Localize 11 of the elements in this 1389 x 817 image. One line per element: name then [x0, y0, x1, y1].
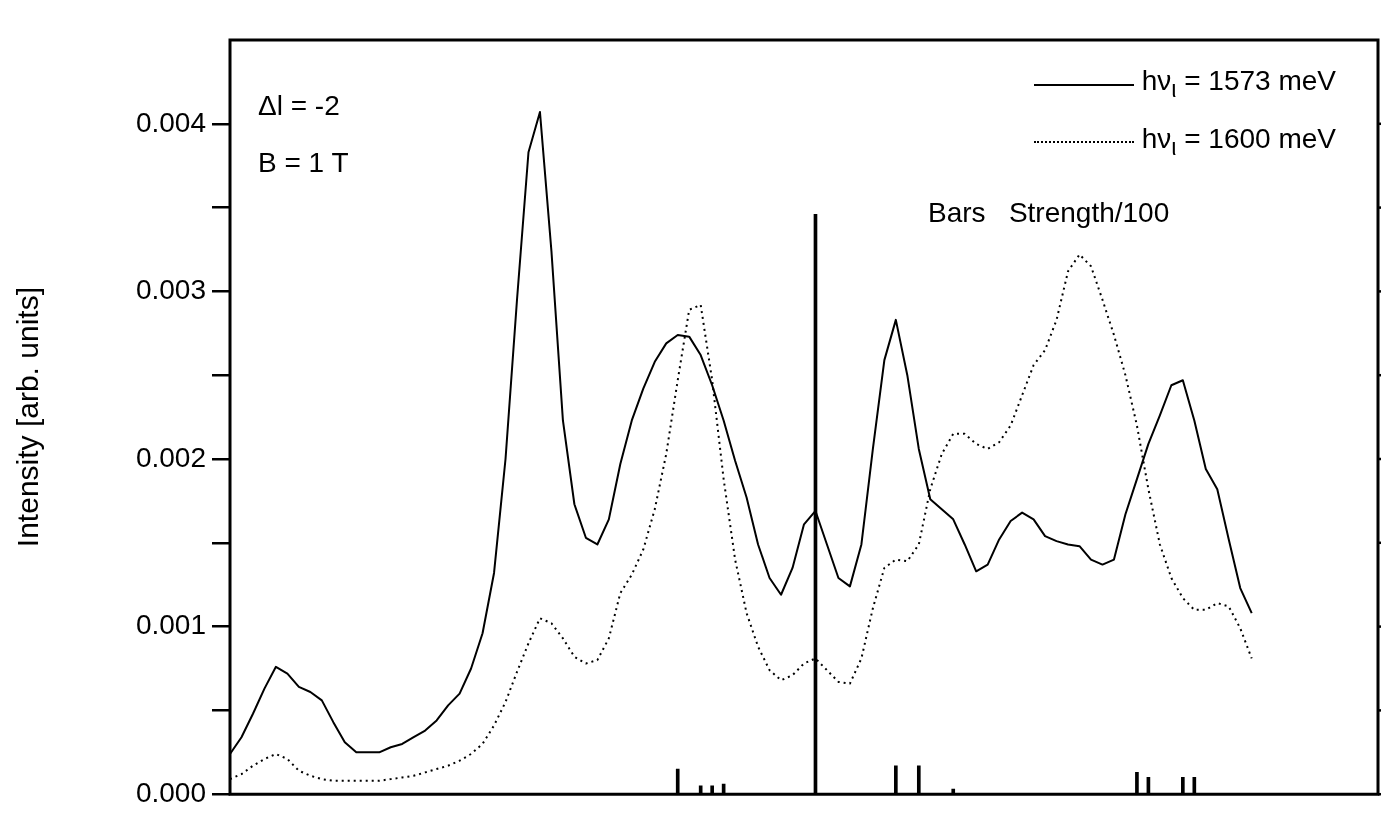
y-axis-title: Intensity [arb. units]	[11, 287, 45, 548]
y-tick-label: 0.001	[135, 609, 206, 641]
legend-label: hν$_{ι}$ = 1600 meV	[1141, 121, 1336, 162]
annotation: B = 1 T	[258, 147, 349, 178]
y-tick-label: 0.002	[135, 441, 206, 473]
y-tick-label: 0.000	[135, 776, 206, 808]
y-tick-label: 0.004	[135, 106, 206, 138]
annotation: Bars Strength/100	[928, 197, 1170, 228]
y-tick-label: 0.003	[135, 274, 206, 306]
legend-label: hν$_{ι}$ = 1573 meV	[1141, 64, 1336, 104]
annotation: Δl = -2	[258, 90, 340, 121]
